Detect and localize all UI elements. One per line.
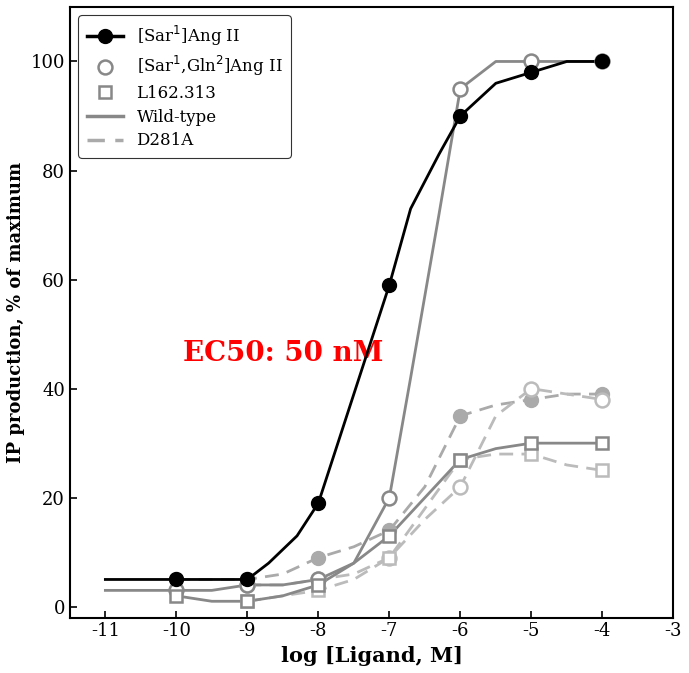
Legend: [Sar$^1$]Ang II, [Sar$^1$,Gln$^2$]Ang II, L162.313, Wild-type, D281A: [Sar$^1$]Ang II, [Sar$^1$,Gln$^2$]Ang II… (78, 15, 291, 157)
X-axis label: log [Ligand, M]: log [Ligand, M] (280, 646, 462, 666)
Y-axis label: IP production, % of maximum: IP production, % of maximum (7, 162, 25, 463)
Text: EC50: 50 nM: EC50: 50 nM (183, 341, 384, 367)
